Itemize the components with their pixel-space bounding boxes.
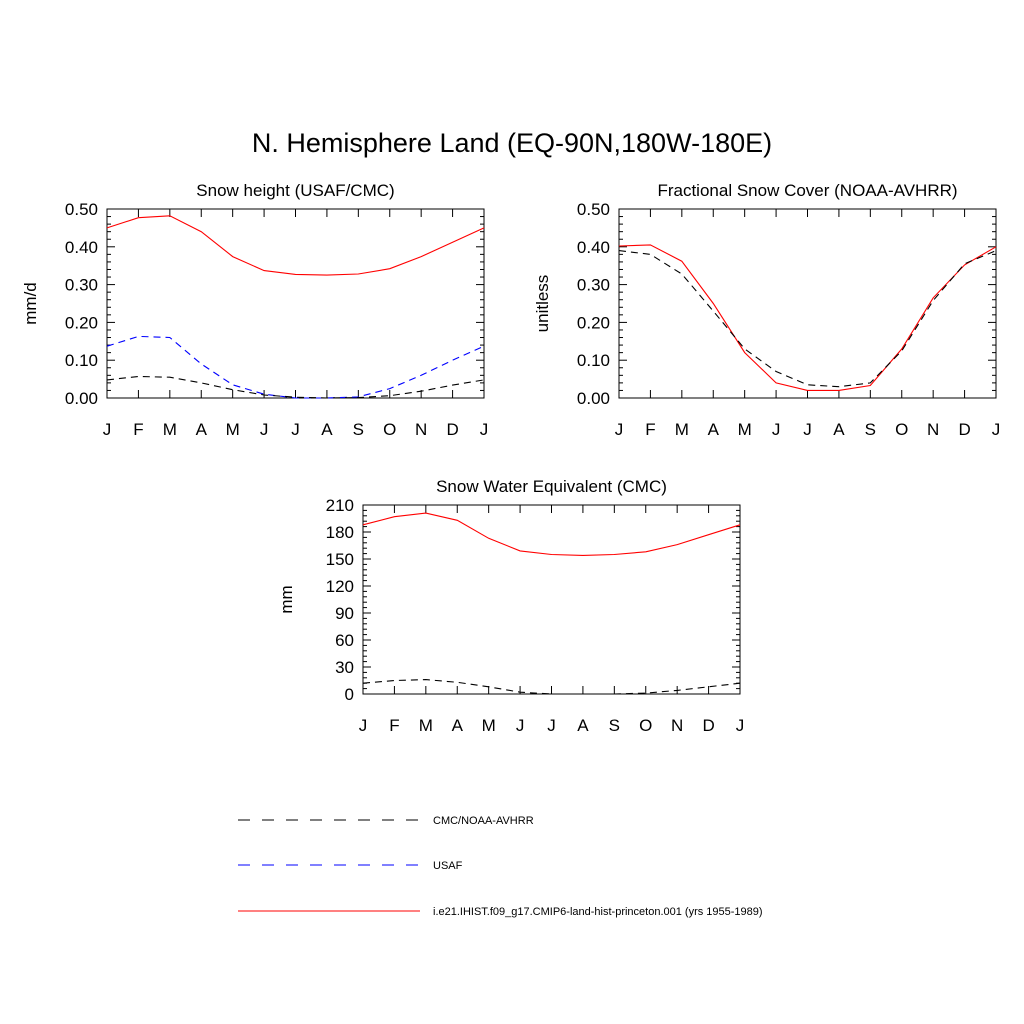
y-tick-label: 60 bbox=[335, 631, 354, 650]
x-tick-label: J bbox=[480, 420, 489, 439]
y-tick-label: 0.40 bbox=[65, 238, 98, 257]
x-tick-label: A bbox=[833, 420, 845, 439]
x-tick-label: M bbox=[675, 420, 689, 439]
x-tick-label: J bbox=[260, 420, 269, 439]
x-tick-label: D bbox=[958, 420, 970, 439]
y-tick-label: 0.10 bbox=[65, 351, 98, 370]
series-line-cmc bbox=[362, 679, 741, 695]
x-tick-label: N bbox=[927, 420, 939, 439]
x-tick-label: J bbox=[992, 420, 1001, 439]
x-tick-label: F bbox=[133, 420, 143, 439]
y-tick-label: 0.30 bbox=[577, 276, 610, 295]
y-tick-label: 0.50 bbox=[577, 200, 610, 219]
legend-label-usaf: USAF bbox=[433, 860, 463, 872]
plot-frame bbox=[106, 208, 485, 399]
y-axis-label: mm/d bbox=[21, 282, 40, 325]
y-tick-label: 0.20 bbox=[65, 313, 98, 332]
y-axis-label: mm bbox=[277, 585, 296, 613]
x-tick-label: S bbox=[609, 716, 620, 735]
x-tick-label: O bbox=[895, 420, 908, 439]
y-tick-label: 0.00 bbox=[577, 389, 610, 408]
y-tick-label: 210 bbox=[326, 496, 354, 515]
x-tick-label: A bbox=[577, 716, 589, 735]
x-tick-label: M bbox=[226, 420, 240, 439]
x-tick-label: S bbox=[353, 420, 364, 439]
y-tick-label: 0.50 bbox=[65, 200, 98, 219]
x-tick-label: A bbox=[321, 420, 333, 439]
x-tick-label: J bbox=[803, 420, 812, 439]
y-tick-label: 0.20 bbox=[577, 313, 610, 332]
series-line-cmc bbox=[106, 375, 485, 399]
x-tick-label: A bbox=[196, 420, 208, 439]
x-tick-label: N bbox=[415, 420, 427, 439]
y-tick-label: 150 bbox=[326, 550, 354, 569]
x-tick-label: J bbox=[772, 420, 781, 439]
panel-snow-water-equivalent: Snow Water Equivalent (CMC) 0 30 60 90 120 150… bbox=[277, 477, 744, 735]
y-tick-label: 180 bbox=[326, 523, 354, 542]
series-line-usaf bbox=[106, 335, 485, 399]
x-tick-label: N bbox=[671, 716, 683, 735]
y-tick-label: 90 bbox=[335, 604, 354, 623]
x-tick-label: J bbox=[103, 420, 112, 439]
x-tick-label: S bbox=[865, 420, 876, 439]
series-line-model bbox=[106, 215, 485, 276]
x-tick-label: J bbox=[291, 420, 300, 439]
x-tick-label: J bbox=[516, 716, 525, 735]
legend: CMC/NOAA-AVHRR USAF i.e21.IHIST.f09_g17.CM… bbox=[238, 815, 763, 918]
panel-snow-height: Snow height (USAF/CMC) 0.00 0.10 0.20 0.30 0.… bbox=[21, 181, 488, 439]
y-tick-label: 0.10 bbox=[577, 351, 610, 370]
x-tick-label: J bbox=[736, 716, 745, 735]
main-title: N. Hemisphere Land (EQ-90N,180W-180E) bbox=[251, 128, 773, 158]
series-line-cmc bbox=[618, 250, 997, 388]
panel-fractional-snow-cover: Fractional Snow Cover (NOAA-AVHRR) 0.00 0.… bbox=[533, 181, 1000, 439]
series-line-model bbox=[618, 244, 997, 391]
x-tick-label: D bbox=[702, 716, 714, 735]
x-tick-label: O bbox=[639, 716, 652, 735]
x-tick-label: M bbox=[163, 420, 177, 439]
x-tick-label: M bbox=[419, 716, 433, 735]
panel-title: Snow height (USAF/CMC) bbox=[196, 181, 394, 200]
y-tick-label: 0.30 bbox=[65, 276, 98, 295]
y-tick-label: 0.00 bbox=[65, 389, 98, 408]
y-tick-label: 120 bbox=[326, 577, 354, 596]
x-tick-label: J bbox=[615, 420, 624, 439]
x-tick-label: O bbox=[383, 420, 396, 439]
x-tick-label: M bbox=[482, 716, 496, 735]
plot-frame bbox=[618, 208, 997, 399]
panel-title: Snow Water Equivalent (CMC) bbox=[436, 477, 667, 496]
x-tick-label: M bbox=[738, 420, 752, 439]
y-tick-label: 0 bbox=[345, 685, 354, 704]
x-tick-label: F bbox=[389, 716, 399, 735]
x-tick-label: J bbox=[359, 716, 368, 735]
legend-label-model: i.e21.IHIST.f09_g17.CMIP6-land-hist-prin… bbox=[433, 906, 763, 918]
x-tick-label: F bbox=[645, 420, 655, 439]
y-tick-label: 0.40 bbox=[577, 238, 610, 257]
series-line-model bbox=[362, 512, 741, 556]
x-tick-label: A bbox=[452, 716, 464, 735]
y-tick-label: 30 bbox=[335, 658, 354, 677]
x-tick-label: D bbox=[446, 420, 458, 439]
panel-title: Fractional Snow Cover (NOAA-AVHRR) bbox=[657, 181, 957, 200]
x-tick-label: J bbox=[547, 716, 556, 735]
x-tick-label: A bbox=[708, 420, 720, 439]
plot-frame bbox=[362, 504, 741, 695]
legend-label-cmc: CMC/NOAA-AVHRR bbox=[433, 815, 534, 827]
y-axis-label: unitless bbox=[533, 275, 552, 333]
